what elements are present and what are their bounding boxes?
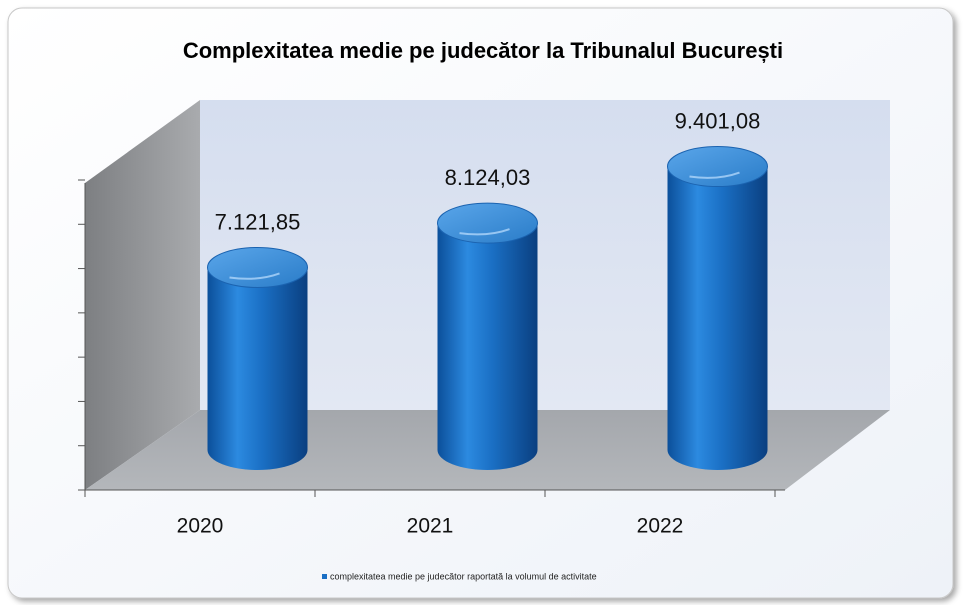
x-tick-label: 2020 — [177, 515, 224, 538]
value-label: 7.121,85 — [215, 209, 301, 234]
cylinder — [207, 246, 308, 470]
chart-title: Complexitatea medie pe judecător la Trib… — [183, 38, 783, 63]
value-label: 8.124,03 — [445, 165, 531, 190]
legend-swatch — [322, 574, 327, 579]
cylinder-body — [667, 166, 768, 470]
value-label: 9.401,08 — [675, 108, 761, 133]
cylinder-top — [667, 146, 768, 188]
x-tick-label: 2021 — [407, 515, 454, 538]
cylinder-highlight — [689, 171, 740, 179]
cylinder-highlight — [459, 228, 510, 236]
side-wall — [85, 100, 200, 490]
cylinder — [437, 202, 538, 470]
cylinder-highlight — [229, 272, 280, 280]
cylinder-top — [437, 202, 538, 244]
x-tick-label: 2022 — [637, 515, 684, 538]
cylinder-top — [207, 246, 308, 288]
cylinder-body — [207, 267, 308, 470]
cylinder — [667, 146, 768, 470]
cylinder-body — [437, 223, 538, 470]
plot — [207, 146, 768, 470]
legend-label: complexitatea medie pe judecător raporta… — [330, 571, 597, 581]
